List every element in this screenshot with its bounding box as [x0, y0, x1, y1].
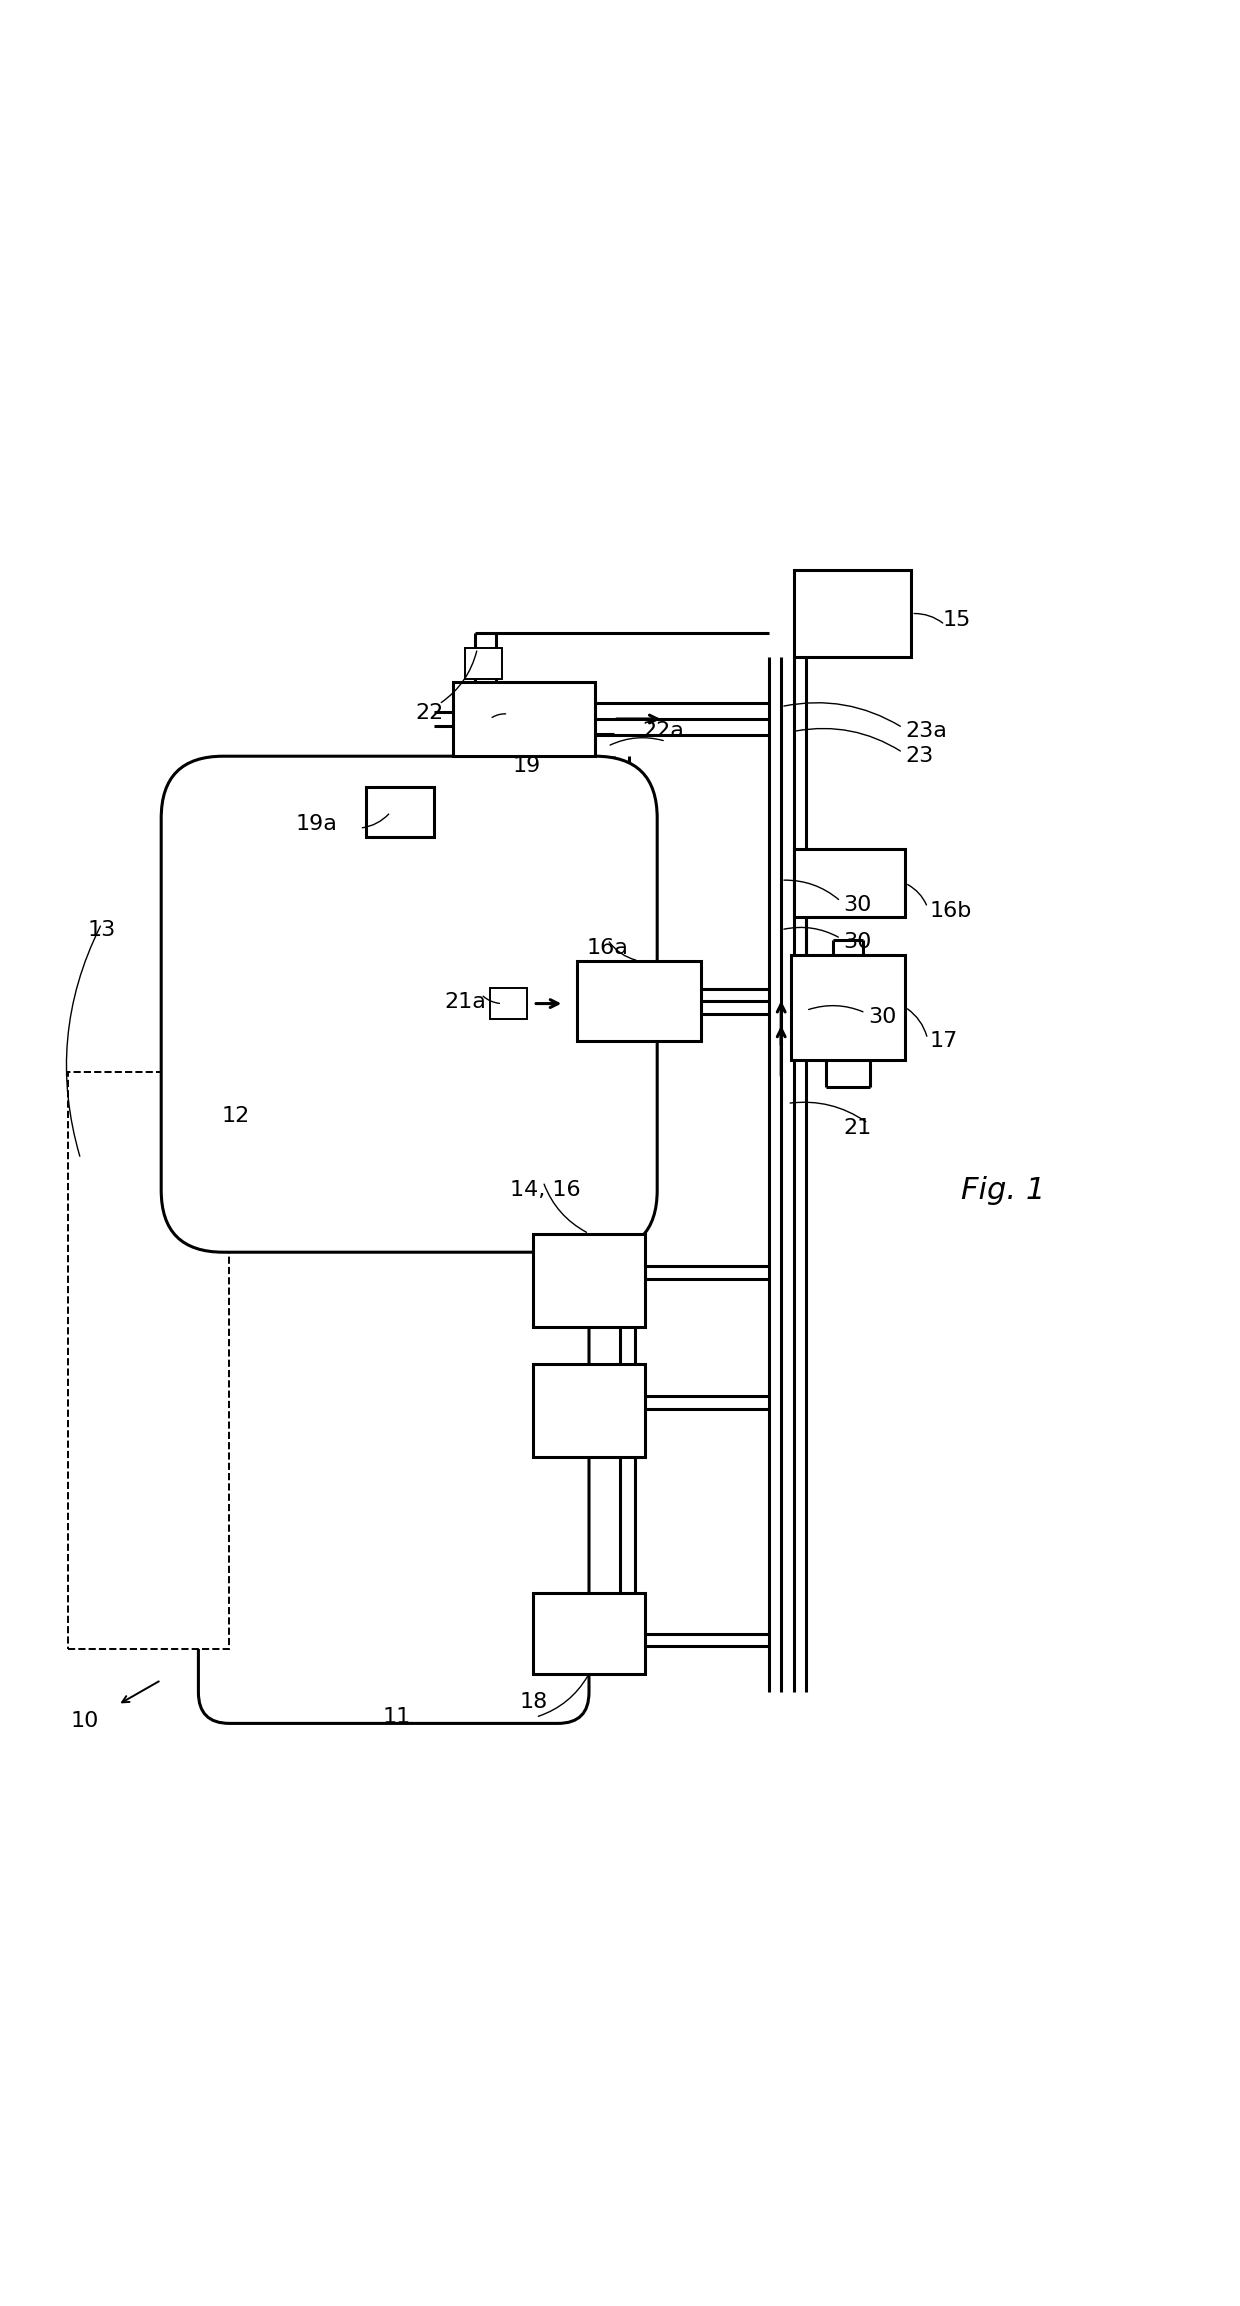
Text: 12: 12 — [222, 1107, 249, 1125]
Bar — [465, 648, 502, 680]
Text: 22a: 22a — [642, 722, 684, 743]
Bar — [791, 955, 905, 1061]
Text: 23: 23 — [905, 747, 934, 766]
Text: 19a: 19a — [295, 814, 337, 835]
Text: Fig. 1: Fig. 1 — [961, 1176, 1045, 1204]
Text: 10: 10 — [71, 1711, 98, 1732]
FancyBboxPatch shape — [161, 756, 657, 1252]
Bar — [577, 962, 701, 1042]
Text: 13: 13 — [88, 920, 115, 941]
Bar — [490, 987, 527, 1019]
Text: 17: 17 — [930, 1031, 959, 1052]
Text: 15: 15 — [942, 609, 971, 630]
Text: 30: 30 — [843, 895, 872, 915]
Bar — [794, 570, 911, 657]
FancyBboxPatch shape — [198, 1128, 589, 1723]
Bar — [794, 849, 905, 918]
Bar — [366, 786, 434, 837]
Text: 21a: 21a — [444, 992, 486, 1012]
Bar — [453, 683, 595, 756]
Text: 14, 16: 14, 16 — [511, 1181, 580, 1199]
Text: 30: 30 — [868, 1008, 897, 1026]
Bar — [533, 1234, 645, 1326]
Text: 16a: 16a — [587, 939, 629, 959]
Text: 16b: 16b — [930, 902, 972, 920]
Text: 22: 22 — [415, 703, 444, 722]
Bar — [533, 1593, 645, 1674]
Text: 23a: 23a — [905, 722, 947, 743]
Text: 21: 21 — [843, 1118, 872, 1139]
Text: 30: 30 — [843, 932, 872, 952]
Text: 18: 18 — [520, 1693, 547, 1713]
Text: 19: 19 — [513, 756, 541, 777]
Bar — [533, 1363, 645, 1457]
Text: 11: 11 — [383, 1706, 410, 1727]
Bar — [68, 1072, 229, 1649]
